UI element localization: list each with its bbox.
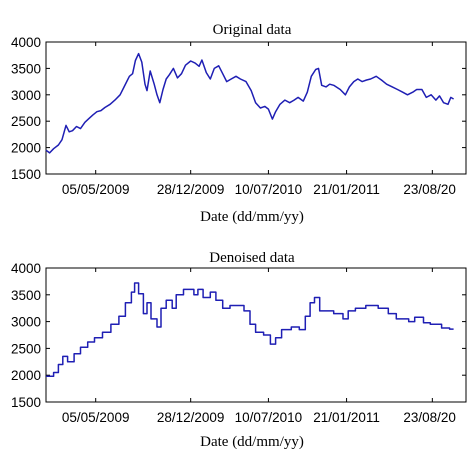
top-chart-y-axis: 1500 2000 2500 3000 3500 4000 [11, 35, 466, 182]
x-tick-label: 23/08/20 [403, 410, 456, 425]
x-tick-label: 05/05/2009 [62, 410, 130, 425]
y-tick-label: 2000 [11, 141, 41, 156]
y-tick-label: 1500 [11, 395, 41, 410]
y-tick-label: 2000 [11, 368, 41, 383]
bottom-chart-y-axis: 1500 2000 2500 3000 3500 4000 [11, 261, 466, 410]
y-tick-label: 2500 [11, 341, 41, 356]
x-tick-label: 21/01/2011 [313, 182, 380, 197]
y-tick-label: 3500 [11, 288, 41, 303]
top-chart-title: Original data [213, 22, 292, 38]
y-tick-label: 3000 [11, 88, 41, 103]
y-tick-label: 4000 [11, 35, 41, 50]
y-tick-label: 3500 [11, 61, 41, 76]
top-chart-series-line [45, 52, 454, 154]
bottom-chart-plot-area [45, 267, 467, 403]
y-tick-label: 2500 [11, 114, 41, 129]
x-tick-label: 10/07/2010 [235, 410, 303, 425]
x-tick-label: 28/12/2009 [157, 182, 225, 197]
bottom-chart-series-line [46, 282, 454, 378]
x-tick-label: 23/08/20 [403, 182, 456, 197]
y-tick-label: 3000 [11, 315, 41, 330]
top-chart-panel: Original data 1500 2000 2500 3000 3500 4000 0… [11, 22, 467, 225]
bottom-chart-panel: Denoised data 1500 2000 2500 3000 3500 4000 0… [11, 250, 467, 450]
x-tick-label: 21/01/2011 [313, 410, 380, 425]
bottom-chart-x-label: Date (dd/mm/yy) [200, 434, 304, 450]
x-tick-label: 10/07/2010 [235, 182, 303, 197]
bottom-chart-x-axis: 05/05/2009 28/12/2009 10/07/2010 21/01/2011… [62, 268, 456, 425]
top-chart-x-axis: 05/05/2009 28/12/2009 10/07/2010 21/01/2011… [62, 42, 456, 197]
top-chart-x-label: Date (dd/mm/yy) [200, 209, 304, 225]
top-chart-plot-area [45, 41, 467, 175]
x-tick-label: 28/12/2009 [157, 410, 225, 425]
bottom-chart-title: Denoised data [209, 250, 295, 266]
y-tick-label: 1500 [11, 167, 41, 182]
x-tick-label: 05/05/2009 [62, 182, 130, 197]
y-tick-label: 4000 [11, 261, 41, 276]
